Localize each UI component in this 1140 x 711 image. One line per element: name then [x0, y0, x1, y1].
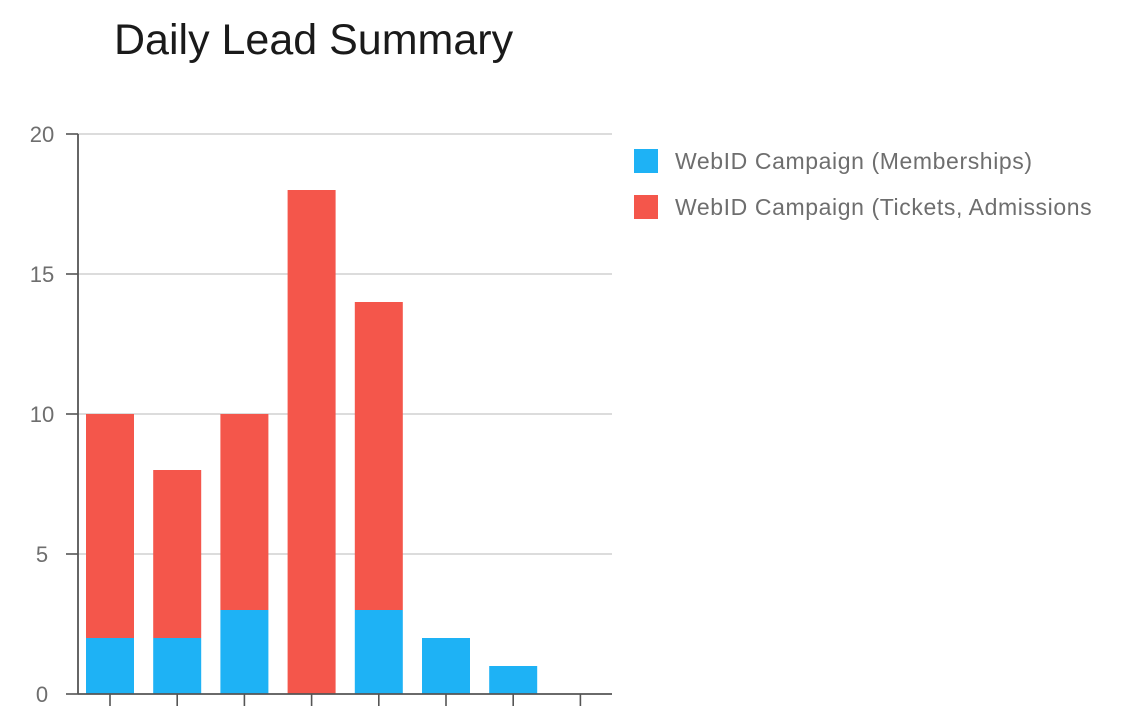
bar-series0-6 — [489, 666, 538, 694]
bars — [86, 190, 538, 694]
bar-series0-4 — [354, 610, 403, 694]
bar-series0-2 — [220, 610, 269, 694]
bar-series0-1 — [153, 638, 202, 694]
bar-series1-4 — [354, 302, 403, 610]
bar-series1-2 — [220, 414, 269, 610]
legend-item-memberships[interactable]: WebID Campaign (Memberships) — [634, 138, 1092, 184]
legend-swatch-tickets-admissions — [634, 195, 658, 219]
bar-series1-0 — [86, 414, 134, 638]
legend-label-memberships: WebID Campaign (Memberships) — [675, 147, 1033, 174]
y-tick-label: 0 — [36, 682, 48, 707]
axes — [66, 133, 612, 706]
legend: WebID Campaign (Memberships) WebID Campa… — [634, 138, 1092, 230]
bar-series0-5 — [422, 638, 470, 694]
y-tick-label: 15 — [30, 262, 54, 287]
chart-title: Daily Lead Summary — [114, 16, 514, 64]
legend-swatch-memberships — [634, 149, 658, 173]
bar-series1-1 — [153, 470, 202, 638]
bar-series0-0 — [86, 638, 134, 694]
bar-series1-3 — [287, 190, 336, 694]
y-tick-label: 5 — [36, 542, 48, 567]
y-tick-label: 20 — [30, 122, 54, 147]
y-tick-label: 10 — [30, 402, 54, 427]
legend-item-tickets-admissions[interactable]: WebID Campaign (Tickets, Admissions — [634, 184, 1092, 230]
y-axis-tick-labels: 0 5 10 15 20 — [30, 122, 54, 707]
legend-label-tickets-admissions: WebID Campaign (Tickets, Admissions — [675, 193, 1093, 220]
